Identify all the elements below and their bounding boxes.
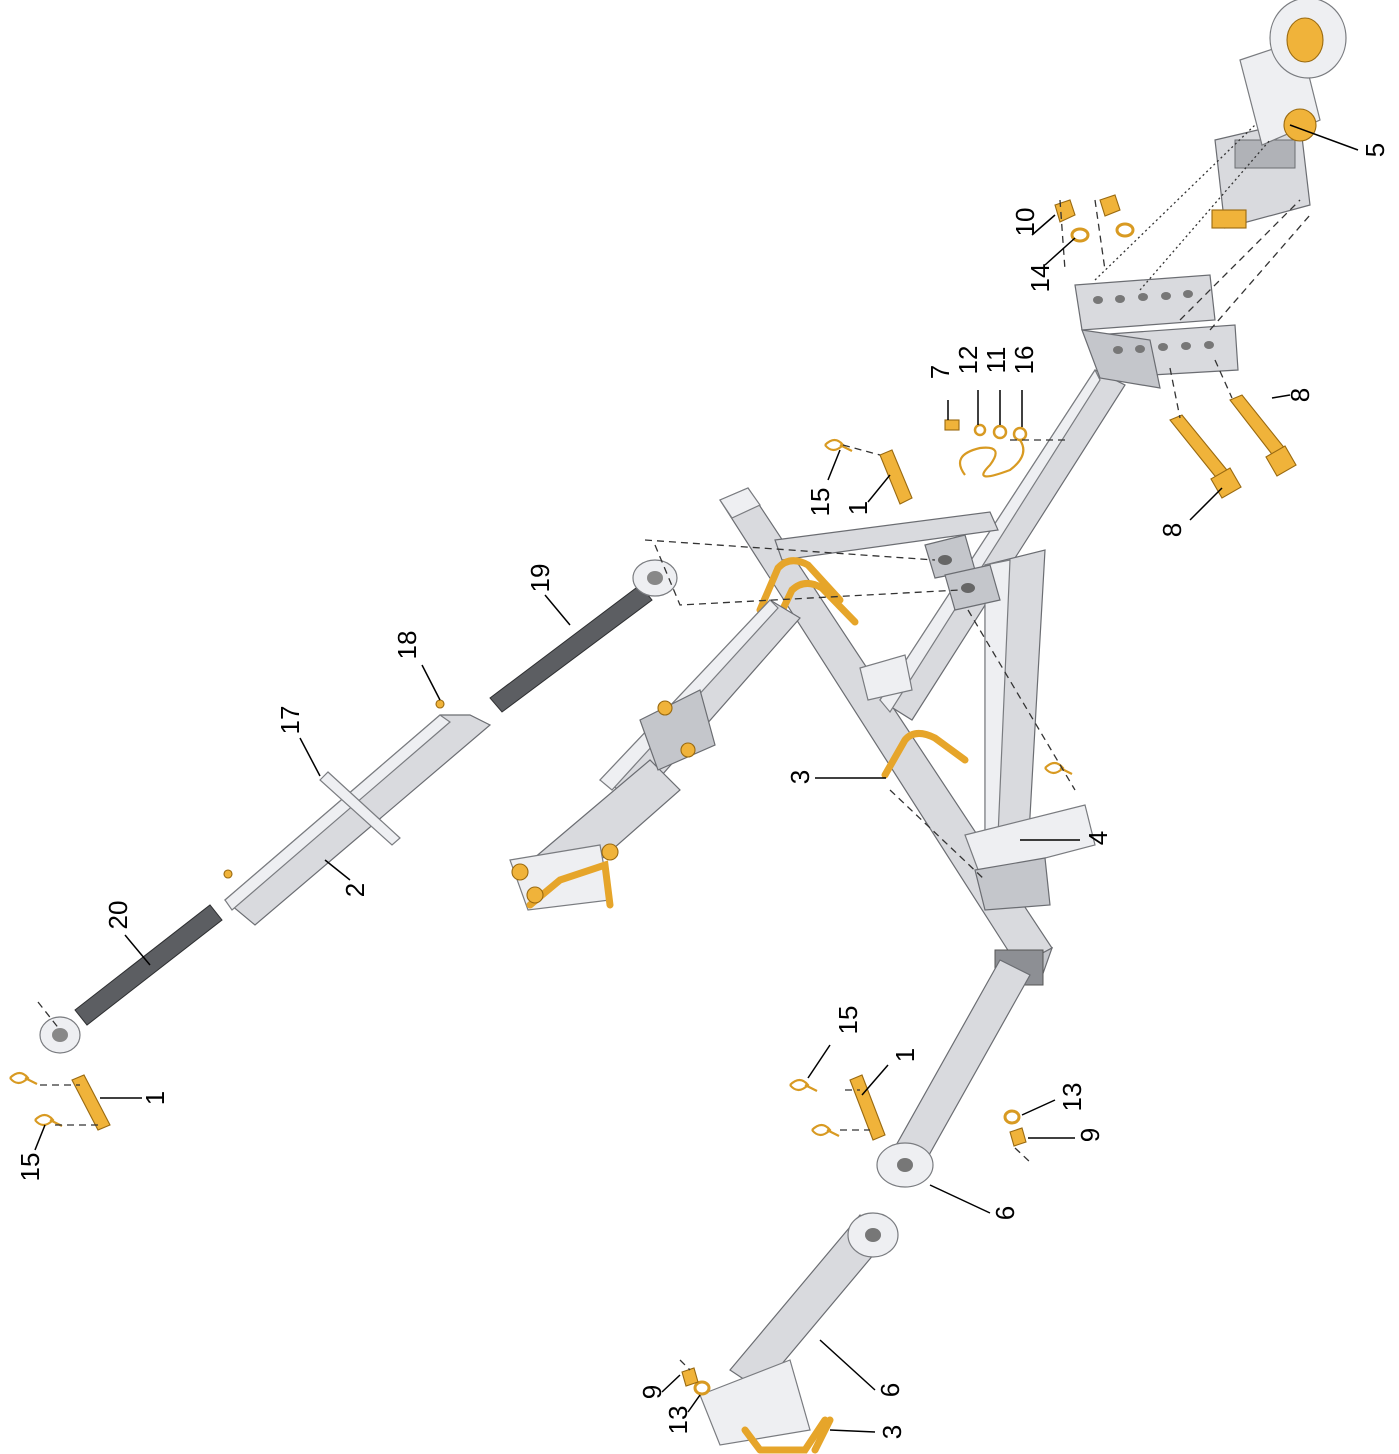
- callout-c13a: 13: [1057, 1083, 1087, 1112]
- callout-c17: 17: [275, 706, 305, 735]
- telescopic-link: [39, 559, 678, 1054]
- callout-c18: 18: [392, 631, 422, 660]
- alignment-lines: [37, 124, 1311, 1371]
- callout-c5a: 5: [1360, 143, 1390, 157]
- callout-c1a: 1: [843, 501, 873, 515]
- callout-c3a: 3: [785, 770, 815, 784]
- callout-c13b: 13: [663, 1406, 693, 1435]
- callout-c15a: 15: [805, 488, 835, 517]
- lower-bracket-upper: [876, 804, 1096, 1188]
- callout-c10: 10: [1010, 208, 1040, 237]
- callout-c15c: 15: [15, 1153, 45, 1182]
- callout-c8a: 8: [1285, 388, 1315, 402]
- callout-c8b: 8: [1157, 523, 1187, 537]
- lower-bracket-lower: [699, 1212, 899, 1454]
- callout-c7: 7: [925, 365, 955, 379]
- callout-c1b: 1: [890, 1048, 920, 1062]
- callout-c6a: 6: [990, 1206, 1020, 1220]
- callout-c20: 20: [103, 901, 133, 930]
- callout-c12: 12: [953, 346, 983, 375]
- callout-c2: 2: [340, 883, 370, 897]
- callout-c3b: 3: [877, 1425, 907, 1439]
- callout-c4: 4: [1083, 831, 1113, 845]
- callout-c14: 14: [1025, 264, 1055, 293]
- callout-c9b: 9: [637, 1385, 667, 1399]
- u-bolts-upper: [756, 557, 969, 779]
- hardware: [9, 194, 1297, 1454]
- callout-c9a: 9: [1075, 1128, 1105, 1142]
- callout-c15b: 15: [833, 1006, 863, 1035]
- callout-c1c: 1: [140, 1091, 170, 1105]
- callout-c16: 16: [1009, 346, 1039, 375]
- callout-c6b: 6: [875, 1383, 905, 1397]
- leader-lines: [34, 124, 1359, 1433]
- callout-c11: 11: [981, 347, 1011, 374]
- hitch-assembly: [1211, 0, 1347, 229]
- left-arm-assembly: [509, 599, 801, 911]
- callout-c19: 19: [525, 564, 555, 593]
